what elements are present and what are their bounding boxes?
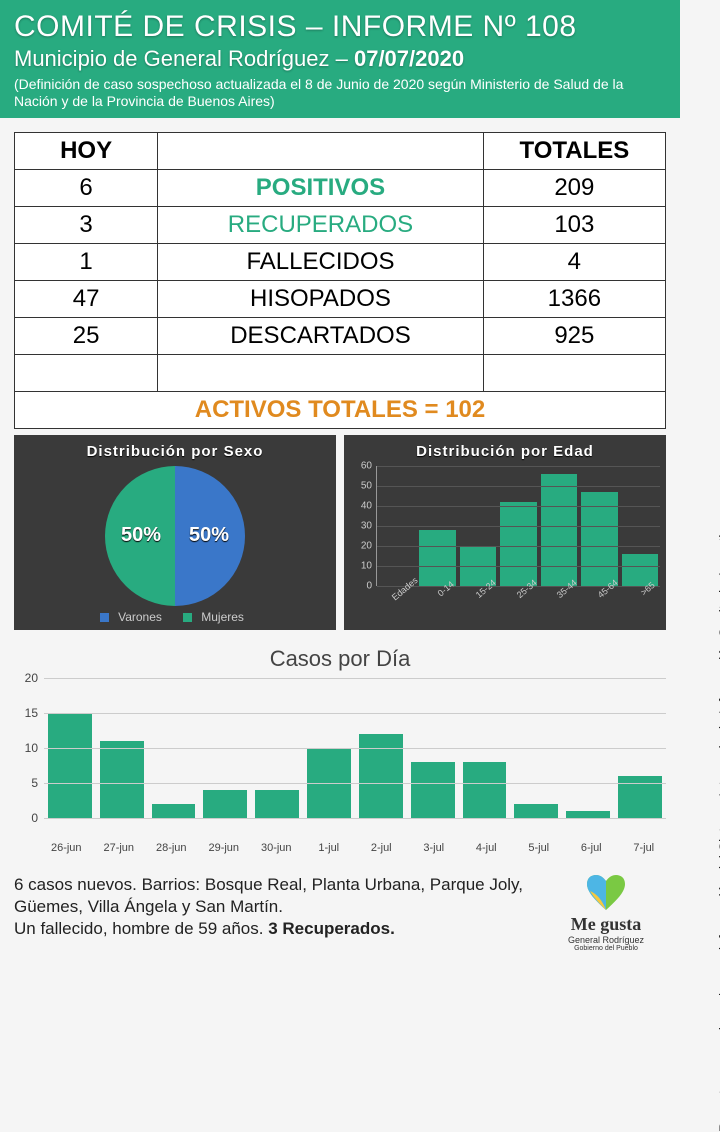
stats-table: HOY TOTALES 6POSITIVOS2093RECUPERADOS103… [14, 132, 666, 429]
active-total: ACTIVOS TOTALES = 102 [15, 391, 666, 428]
daily-bar-chart [44, 678, 666, 818]
col-today: HOY [15, 132, 158, 169]
pie-chart: 50% 50% [105, 466, 245, 606]
source-note: Reporte generado en base a información d… [716, 515, 720, 1132]
heart-icon [585, 874, 627, 912]
daily-title: Casos por Día [14, 646, 666, 672]
brand-logo: Me gusta General Rodríguez Gobierno del … [546, 874, 666, 952]
report-title: COMITÉ DE CRISIS – INFORME Nº 108 [14, 10, 666, 44]
col-total: TOTALES [483, 132, 665, 169]
pie-legend: Varones Mujeres [20, 610, 330, 624]
header: COMITÉ DE CRISIS – INFORME Nº 108 Munici… [0, 0, 680, 118]
header-note: (Definición de caso sospechoso actualiza… [14, 76, 666, 110]
footer-text: 6 casos nuevos. Barrios: Bosque Real, Pl… [14, 874, 546, 940]
footer: 6 casos nuevos. Barrios: Bosque Real, Pl… [0, 858, 680, 952]
sex-panel: Distribución por Sexo 50% 50% Varones Mu… [14, 435, 336, 630]
age-bar-chart [376, 466, 660, 586]
age-panel: Distribución por Edad 0102030405060 Edad… [344, 435, 666, 630]
subtitle: Municipio de General Rodríguez – 07/07/2… [14, 46, 666, 72]
